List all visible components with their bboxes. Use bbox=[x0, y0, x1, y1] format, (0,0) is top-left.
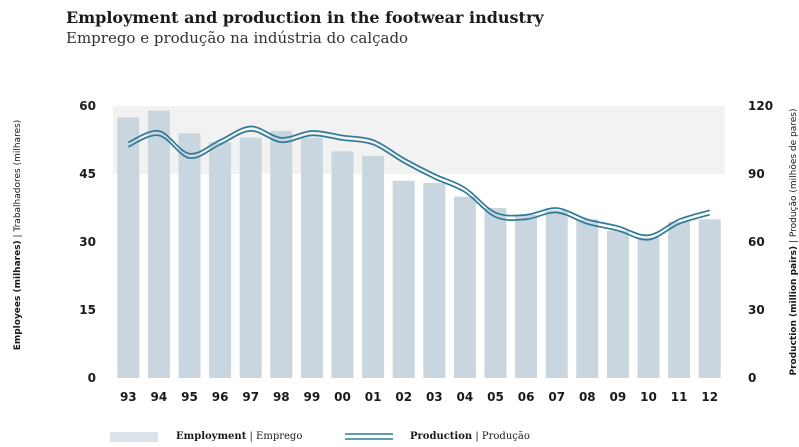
bar-93 bbox=[117, 117, 140, 378]
right-tick-30: 30 bbox=[748, 303, 765, 317]
left-axis-title: Employees (milhares) | Trabalhadores (mi… bbox=[13, 120, 23, 351]
bar-94 bbox=[147, 110, 170, 379]
right-axis-ticks: 0 30 60 90 120 bbox=[748, 99, 773, 385]
x-tick-12: 12 bbox=[701, 390, 718, 404]
left-tick-30: 30 bbox=[79, 235, 96, 249]
legend-employment-swatch bbox=[110, 432, 158, 442]
bar-06 bbox=[515, 214, 538, 378]
bar-10 bbox=[637, 237, 660, 378]
bar-95 bbox=[178, 133, 201, 378]
bar-04 bbox=[453, 196, 476, 378]
production-line-stroke-2 bbox=[127, 130, 710, 241]
x-tick-93: 93 bbox=[120, 390, 137, 404]
x-tick-05: 05 bbox=[487, 390, 504, 404]
legend-production-bold: Production bbox=[410, 431, 473, 442]
bar-96 bbox=[209, 142, 232, 378]
left-tick-15: 15 bbox=[79, 303, 96, 317]
x-tick-08: 08 bbox=[579, 390, 596, 404]
line-series-production bbox=[127, 125, 710, 241]
right-tick-60: 60 bbox=[748, 235, 765, 249]
bar-97 bbox=[239, 137, 262, 378]
legend-employment-rest: | Emprego bbox=[249, 431, 303, 442]
x-tick-01: 01 bbox=[365, 390, 382, 404]
left-tick-0: 0 bbox=[88, 371, 96, 385]
bar-12 bbox=[698, 219, 721, 378]
x-tick-03: 03 bbox=[426, 390, 443, 404]
bar-08 bbox=[576, 219, 599, 378]
chart-title: Employment and production in the footwea… bbox=[66, 8, 544, 27]
bar-11 bbox=[668, 221, 691, 378]
x-tick-06: 06 bbox=[518, 390, 535, 404]
x-tick-04: 04 bbox=[457, 390, 474, 404]
bar-series-employment bbox=[117, 110, 721, 379]
x-tick-09: 09 bbox=[610, 390, 627, 404]
legend-production: Production | Produção bbox=[410, 431, 530, 442]
x-tick-95: 95 bbox=[181, 390, 198, 404]
chart-subtitle: Emprego e produção na indústria do calça… bbox=[66, 29, 409, 47]
x-tick-98: 98 bbox=[273, 390, 290, 404]
x-tick-11: 11 bbox=[671, 390, 688, 404]
bar-05 bbox=[484, 208, 507, 378]
x-tick-07: 07 bbox=[548, 390, 565, 404]
right-tick-90: 90 bbox=[748, 167, 765, 181]
x-tick-94: 94 bbox=[151, 390, 168, 404]
bar-99 bbox=[300, 137, 323, 378]
x-tick-00: 00 bbox=[334, 390, 351, 404]
bar-02 bbox=[392, 180, 415, 378]
x-tick-99: 99 bbox=[304, 390, 321, 404]
bar-07 bbox=[545, 210, 568, 378]
right-axis-title: Production (million pairs) | Produção (m… bbox=[789, 108, 799, 375]
bar-03 bbox=[423, 183, 446, 378]
left-tick-45: 45 bbox=[79, 167, 96, 181]
x-tick-10: 10 bbox=[640, 390, 657, 404]
bar-09 bbox=[606, 230, 629, 378]
legend-employment-bold: Employment bbox=[176, 431, 247, 442]
legend-employment: Employment | Emprego bbox=[176, 431, 302, 442]
bar-00 bbox=[331, 151, 354, 378]
legend-production-rest: | Produção bbox=[475, 431, 530, 442]
right-tick-120: 120 bbox=[748, 99, 773, 113]
right-tick-0: 0 bbox=[748, 371, 756, 385]
x-axis-ticks: 93 94 95 96 97 98 99 00 01 02 03 04 05 06 07 08 09 10 11 12 bbox=[120, 390, 718, 404]
bar-01 bbox=[362, 155, 385, 378]
x-tick-02: 02 bbox=[395, 390, 412, 404]
x-tick-97: 97 bbox=[242, 390, 259, 404]
background-band bbox=[113, 106, 725, 174]
bar-98 bbox=[270, 130, 293, 378]
left-axis-ticks: 0 15 30 45 60 bbox=[79, 99, 96, 385]
x-tick-96: 96 bbox=[212, 390, 229, 404]
left-tick-60: 60 bbox=[79, 99, 96, 113]
production-line-stroke-1 bbox=[127, 125, 710, 237]
